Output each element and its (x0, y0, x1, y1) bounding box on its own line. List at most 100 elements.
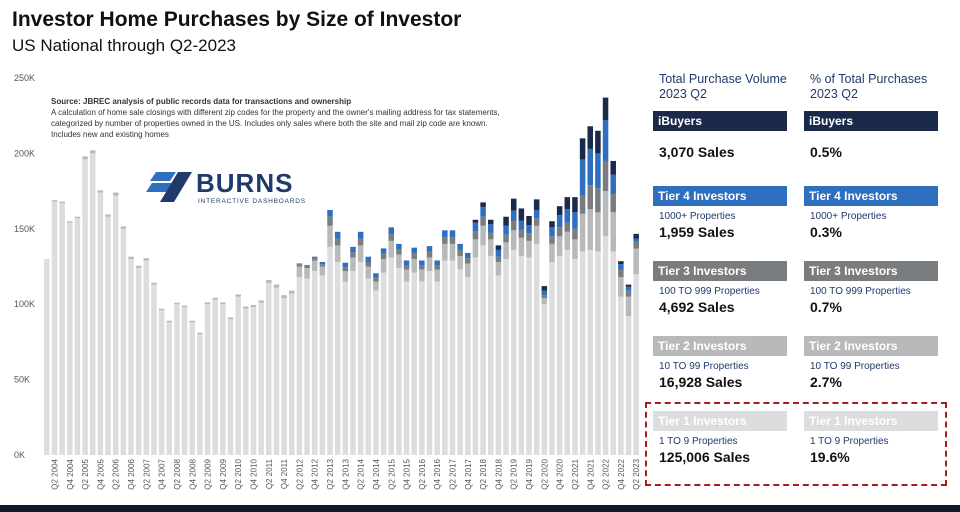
bar-segment (503, 242, 509, 259)
bar-segment (181, 305, 188, 308)
bar-segment (350, 257, 356, 272)
bar-segment (465, 258, 471, 264)
bar-segment (426, 271, 433, 455)
burns-logo-mark-icon (146, 172, 192, 202)
bar-segment (602, 120, 609, 161)
bar-segment (487, 224, 494, 233)
tier2-desc-pct: 10 TO 99 Properties (810, 361, 900, 372)
bar-segment (518, 237, 525, 256)
summary-panel: Total Purchase Volume 2023 Q2 % of Total… (645, 60, 955, 500)
bar-segment (396, 243, 402, 250)
bar-segment (495, 261, 502, 276)
bar-segment (327, 225, 333, 247)
tier1-highlight-box (645, 402, 947, 486)
ibuyers-tier-bar-pct: iBuyers (804, 111, 938, 131)
bar-segment (403, 264, 410, 270)
bar-segment (625, 290, 632, 297)
bar-segment (472, 219, 479, 223)
bar-segment (579, 213, 586, 252)
bar-segment (556, 227, 563, 237)
bar-segment (564, 222, 571, 232)
bar-segment (487, 219, 494, 225)
bar-segment (503, 225, 509, 235)
bar-segment (373, 273, 379, 278)
bar-segment (342, 281, 349, 455)
bar-segment (319, 261, 326, 265)
bar-segment (220, 302, 226, 305)
bar-segment (572, 212, 578, 229)
bar-segment (411, 252, 417, 259)
bar-segment (273, 284, 280, 288)
bar-segment (625, 296, 632, 317)
chart-subtitle: US National through Q2-2023 (12, 36, 236, 55)
bar-segment (564, 197, 571, 210)
bar-segment (457, 255, 463, 270)
bar-segment (495, 245, 502, 250)
bar-segment (419, 264, 425, 270)
bottom-bar (0, 505, 960, 512)
tier3-sales: 4,692 Sales (659, 299, 735, 315)
bar-segment (610, 194, 616, 213)
tier1-tier-bar-pct: Tier 1 Investors (804, 411, 938, 431)
bar-segment (442, 237, 448, 244)
tier4-tier-bar: Tier 4 Investors (653, 186, 787, 206)
bar-segment (396, 249, 402, 255)
x-tick-label: Q2 2010 (234, 458, 243, 489)
bar-segment (541, 295, 548, 299)
bar-segment (495, 275, 502, 455)
x-tick-label: Q2 2005 (81, 458, 90, 489)
bar-segment (128, 258, 134, 455)
bar-segment (434, 269, 440, 282)
x-tick-label: Q2 2017 (448, 458, 457, 489)
bar-segment (572, 239, 578, 259)
tier1-sales: 125,006 Sales (659, 449, 751, 465)
bar-segment (579, 251, 586, 455)
bar-segment (487, 239, 494, 256)
bar-segment (526, 240, 532, 258)
tier3-pct: 0.7% (810, 299, 842, 315)
bar-segment (625, 284, 632, 287)
source-heading: JBREC analysis of public records data fo… (80, 97, 352, 106)
bar-segment (112, 192, 119, 196)
bar-segment (151, 282, 157, 285)
bar-segment (296, 266, 303, 278)
bar-segment (44, 258, 50, 455)
bar-segment (97, 192, 104, 456)
x-tick-label: Q2 2022 (602, 458, 611, 489)
bar-segment (74, 216, 81, 219)
bar-segment (595, 130, 601, 154)
bar-segment (442, 260, 448, 455)
bar-segment (595, 188, 601, 213)
bar-segment (541, 286, 548, 291)
bar-segment (365, 278, 372, 455)
bar-segment (426, 246, 433, 252)
bar-segment (419, 260, 425, 265)
bar-segment (89, 150, 96, 154)
bar-segment (541, 290, 548, 296)
bar-segment (480, 202, 486, 207)
bar-segment (357, 231, 364, 239)
bar-segment (510, 249, 517, 455)
bar-segment (533, 218, 540, 226)
x-tick-label: Q2 2021 (571, 458, 580, 489)
bar-segment (633, 241, 639, 249)
bar-segment (357, 238, 364, 246)
bar-segment (220, 304, 226, 455)
bar-segment (625, 316, 632, 455)
bar-segment (396, 268, 402, 455)
bar-segment (426, 251, 433, 258)
bar-segment (434, 281, 440, 455)
bar-segment (533, 243, 540, 455)
x-tick-label: Q4 2009 (219, 458, 228, 489)
bar-segment (633, 248, 639, 275)
x-tick-label: Q2 2018 (479, 458, 488, 489)
bar-segment (197, 334, 203, 455)
x-tick-label: Q4 2011 (280, 458, 289, 489)
bar-segment (135, 265, 142, 269)
logo-wordmark: BURNS (196, 168, 294, 198)
bar-segment (51, 200, 58, 202)
x-tick-label: Q4 2021 (586, 458, 595, 489)
bar-segment (541, 298, 548, 305)
bar-segment (403, 281, 410, 455)
bar-segment (442, 230, 448, 238)
